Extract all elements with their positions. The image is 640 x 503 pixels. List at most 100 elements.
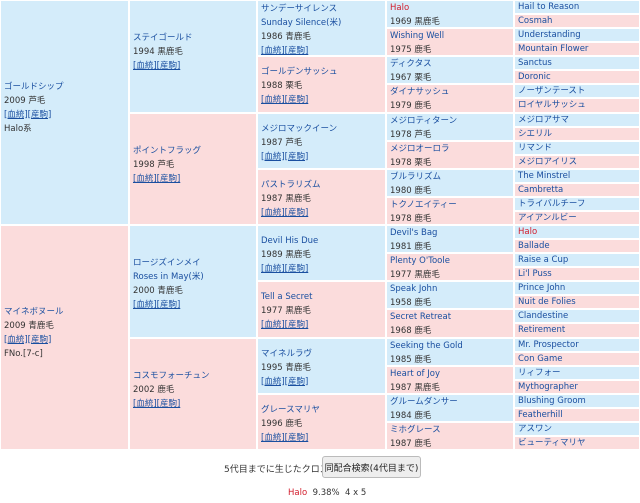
pedigree-link[interactable]: [血統][産駒] — [261, 320, 309, 331]
same-mating-search-button[interactable]: 同配合検索(4代目まで) — [322, 456, 421, 478]
pedigree-link[interactable]: [血統][産駒] — [133, 173, 181, 184]
horse-name[interactable]: シエリル — [518, 128, 553, 139]
horse-name-en[interactable]: Roses in May(米) — [133, 272, 204, 283]
gen4-cell: Speak John 1958 鹿毛 — [386, 281, 514, 310]
horse-name[interactable]: Retirement — [518, 325, 566, 336]
pedigree-link[interactable]: [血統][産駒] — [261, 46, 309, 56]
pedigree-link[interactable]: [血統][産駒] — [133, 300, 181, 311]
horse-year-color: 1994 黒鹿毛 — [133, 47, 183, 58]
pedigree-link[interactable]: [血統][産駒] — [261, 432, 309, 443]
gen5-cell: Nuit de Folies — [514, 295, 640, 310]
horse-name[interactable]: Halo — [390, 3, 410, 13]
horse-name[interactable]: マイネルラヴ — [261, 348, 313, 359]
pedigree-link[interactable]: [血統][産駒] — [261, 264, 309, 274]
pedigree-link[interactable]: [血統][産駒] — [4, 109, 52, 120]
horse-name[interactable]: Clandestine — [518, 311, 569, 322]
horse-name[interactable]: Ballade — [518, 241, 550, 252]
pedigree-link[interactable]: [血統][産駒] — [261, 151, 309, 162]
pedigree-link[interactable]: [血統][産駒] — [261, 207, 309, 218]
horse-name[interactable]: ゴールデンサッシュ — [261, 67, 338, 78]
gen4-cell: ダイナサッシュ 1979 鹿毛 — [386, 84, 514, 113]
horse-name[interactable]: Plenty O'Toole — [390, 256, 450, 267]
gen3-cell: サンデーサイレンス Sunday Silence(米) 1986 青鹿毛 [血統][産… — [257, 0, 386, 57]
horse-name[interactable]: Featherhill — [518, 409, 563, 420]
horse-extra: FNo.[7-c] — [4, 348, 43, 359]
horse-name[interactable]: Doronic — [518, 72, 551, 83]
horse-name[interactable]: メジロオーロラ — [390, 143, 450, 154]
horse-name[interactable]: アスワン — [518, 423, 553, 434]
horse-name[interactable]: メジロマックイーン — [261, 123, 338, 134]
gen5-cell: Hail to Reason — [514, 0, 640, 15]
horse-name[interactable]: Wishing Well — [390, 31, 445, 42]
gen4-cell: メジロオーロラ 1978 栗毛 — [386, 140, 514, 169]
gen4-cell: メジロティターン 1978 芦毛 — [386, 112, 514, 141]
horse-name[interactable]: Con Game — [518, 353, 563, 364]
horse-name[interactable]: Mythographer — [518, 381, 578, 392]
horse-name[interactable]: Tell a Secret — [261, 292, 313, 303]
horse-name[interactable]: Heart of Joy — [390, 368, 440, 379]
gen5-cell: Ballade — [514, 239, 640, 254]
horse-year-color: 1985 鹿毛 — [390, 354, 432, 365]
horse-name[interactable]: マイネボヌール — [4, 306, 64, 317]
horse-name[interactable]: Speak John — [390, 284, 438, 295]
horse-name[interactable]: ロイヤルサッシュ — [518, 100, 586, 111]
cross-horse-name[interactable]: Halo — [288, 488, 308, 498]
horse-name[interactable]: Sanctus — [518, 58, 552, 69]
horse-extra: Halo系 — [4, 123, 32, 134]
gen1-cell: マイネボヌール 2009 青鹿毛 [血統][産駒] FNo.[7-c] — [0, 225, 129, 450]
horse-name[interactable]: トライバルチーフ — [518, 198, 586, 209]
horse-name[interactable]: ミホグレース — [390, 424, 441, 435]
horse-name[interactable]: グレースマリヤ — [261, 404, 320, 415]
horse-name[interactable]: パストラリズム — [261, 179, 321, 190]
pedigree-link[interactable]: [血統][産駒] — [4, 334, 52, 345]
horse-name-en[interactable]: Sunday Silence(米) — [261, 18, 342, 28]
horse-name[interactable]: Mountain Flower — [518, 44, 589, 55]
pedigree-link[interactable]: [血統][産駒] — [261, 95, 309, 106]
horse-name[interactable]: ポイントフラッグ — [133, 145, 202, 156]
horse-name[interactable]: ビューティマリヤ — [518, 437, 586, 448]
horse-name[interactable]: コスモフォーチュン — [133, 370, 210, 381]
horse-name[interactable]: ノーザンテースト — [518, 86, 586, 97]
horse-name[interactable]: ディクタス — [390, 59, 432, 70]
horse-name[interactable]: グルームダンサー — [390, 396, 458, 407]
horse-name[interactable]: サンデーサイレンス — [261, 4, 338, 14]
horse-name[interactable]: Understanding — [518, 30, 581, 41]
gen5-cell: Featherhill — [514, 407, 640, 422]
horse-name[interactable]: Mr. Prospector — [518, 339, 579, 350]
horse-name[interactable]: メジロアイリス — [518, 156, 578, 167]
horse-name[interactable]: ゴールドシップ — [4, 81, 64, 92]
horse-name[interactable]: Hail to Reason — [518, 2, 580, 12]
horse-name[interactable]: The Minstrel — [518, 170, 571, 181]
horse-name[interactable]: アイアンルビー — [518, 212, 577, 223]
gen2-cell: ポイントフラッグ 1998 芦毛 [血統][産駒] — [129, 112, 257, 225]
horse-name[interactable]: Seeking the Gold — [390, 340, 463, 351]
horse-name[interactable]: リマンド — [518, 142, 553, 153]
horse-name[interactable]: Raise a Cup — [518, 255, 569, 266]
horse-name[interactable]: メジロアサマ — [518, 114, 570, 125]
horse-name[interactable]: ロージズインメイ — [133, 258, 201, 269]
horse-name[interactable]: Secret Retreat — [390, 312, 452, 323]
horse-name[interactable]: Blushing Groom — [518, 395, 586, 406]
horse-name[interactable]: ダイナサッシュ — [390, 87, 450, 98]
horse-name[interactable]: Halo — [518, 227, 538, 237]
horse-name[interactable]: トクノエイティー — [390, 199, 457, 210]
horse-name[interactable]: Prince John — [518, 283, 566, 294]
pedigree-link[interactable]: [血統][産駒] — [133, 398, 181, 409]
horse-name[interactable]: ステイゴールド — [133, 33, 193, 44]
horse-name[interactable]: Cosmah — [518, 16, 553, 27]
horse-name[interactable]: Cambretta — [518, 184, 564, 195]
horse-name[interactable]: Li'l Puss — [518, 269, 552, 280]
horse-name[interactable]: メジロティターン — [390, 115, 458, 126]
horse-year-color: 1978 芦毛 — [390, 129, 432, 140]
horse-name[interactable]: Devil His Due — [261, 236, 319, 246]
pedigree-link[interactable]: [血統][産駒] — [133, 61, 181, 72]
gen5-cell: リマンド — [514, 140, 640, 155]
horse-name[interactable]: Nuit de Folies — [518, 297, 576, 308]
horse-name[interactable]: リィフォー — [518, 367, 561, 378]
gen5-cell: Retirement — [514, 323, 640, 338]
pedigree-link[interactable]: [血統][産駒] — [261, 376, 309, 387]
horse-name[interactable]: ブルラリズム — [390, 171, 442, 182]
gen5-cell: Doronic — [514, 70, 640, 85]
horse-year-color: 1981 鹿毛 — [390, 242, 432, 252]
horse-name[interactable]: Devil's Bag — [390, 228, 438, 238]
